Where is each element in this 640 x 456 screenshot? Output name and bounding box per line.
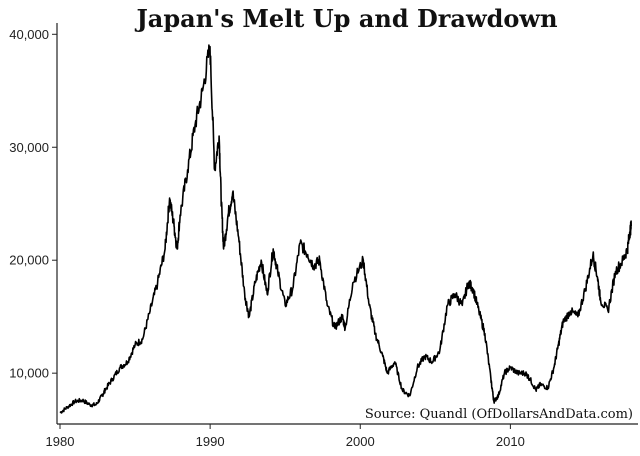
source-annotation: Source: Quandl (OfDollarsAndData.com) — [365, 407, 633, 422]
y-tick-label: 10,000 — [9, 366, 49, 381]
y-tick-label: 30,000 — [9, 140, 49, 155]
x-tick-label: 1980 — [46, 434, 75, 449]
nikkei-series-line — [59, 44, 632, 414]
x-tick-label: 2000 — [346, 434, 375, 449]
y-tick-label: 20,000 — [9, 253, 49, 268]
y-tick-label: 40,000 — [9, 27, 49, 42]
x-axis-ticks: 1980 1990 2000 2010 — [46, 424, 525, 449]
chart-title: Japan's Melt Up and Drawdown — [134, 4, 557, 33]
x-tick-label: 1990 — [196, 434, 225, 449]
y-axis-ticks: 10,000 20,000 30,000 40,000 — [9, 27, 57, 381]
x-tick-label: 2010 — [496, 434, 525, 449]
